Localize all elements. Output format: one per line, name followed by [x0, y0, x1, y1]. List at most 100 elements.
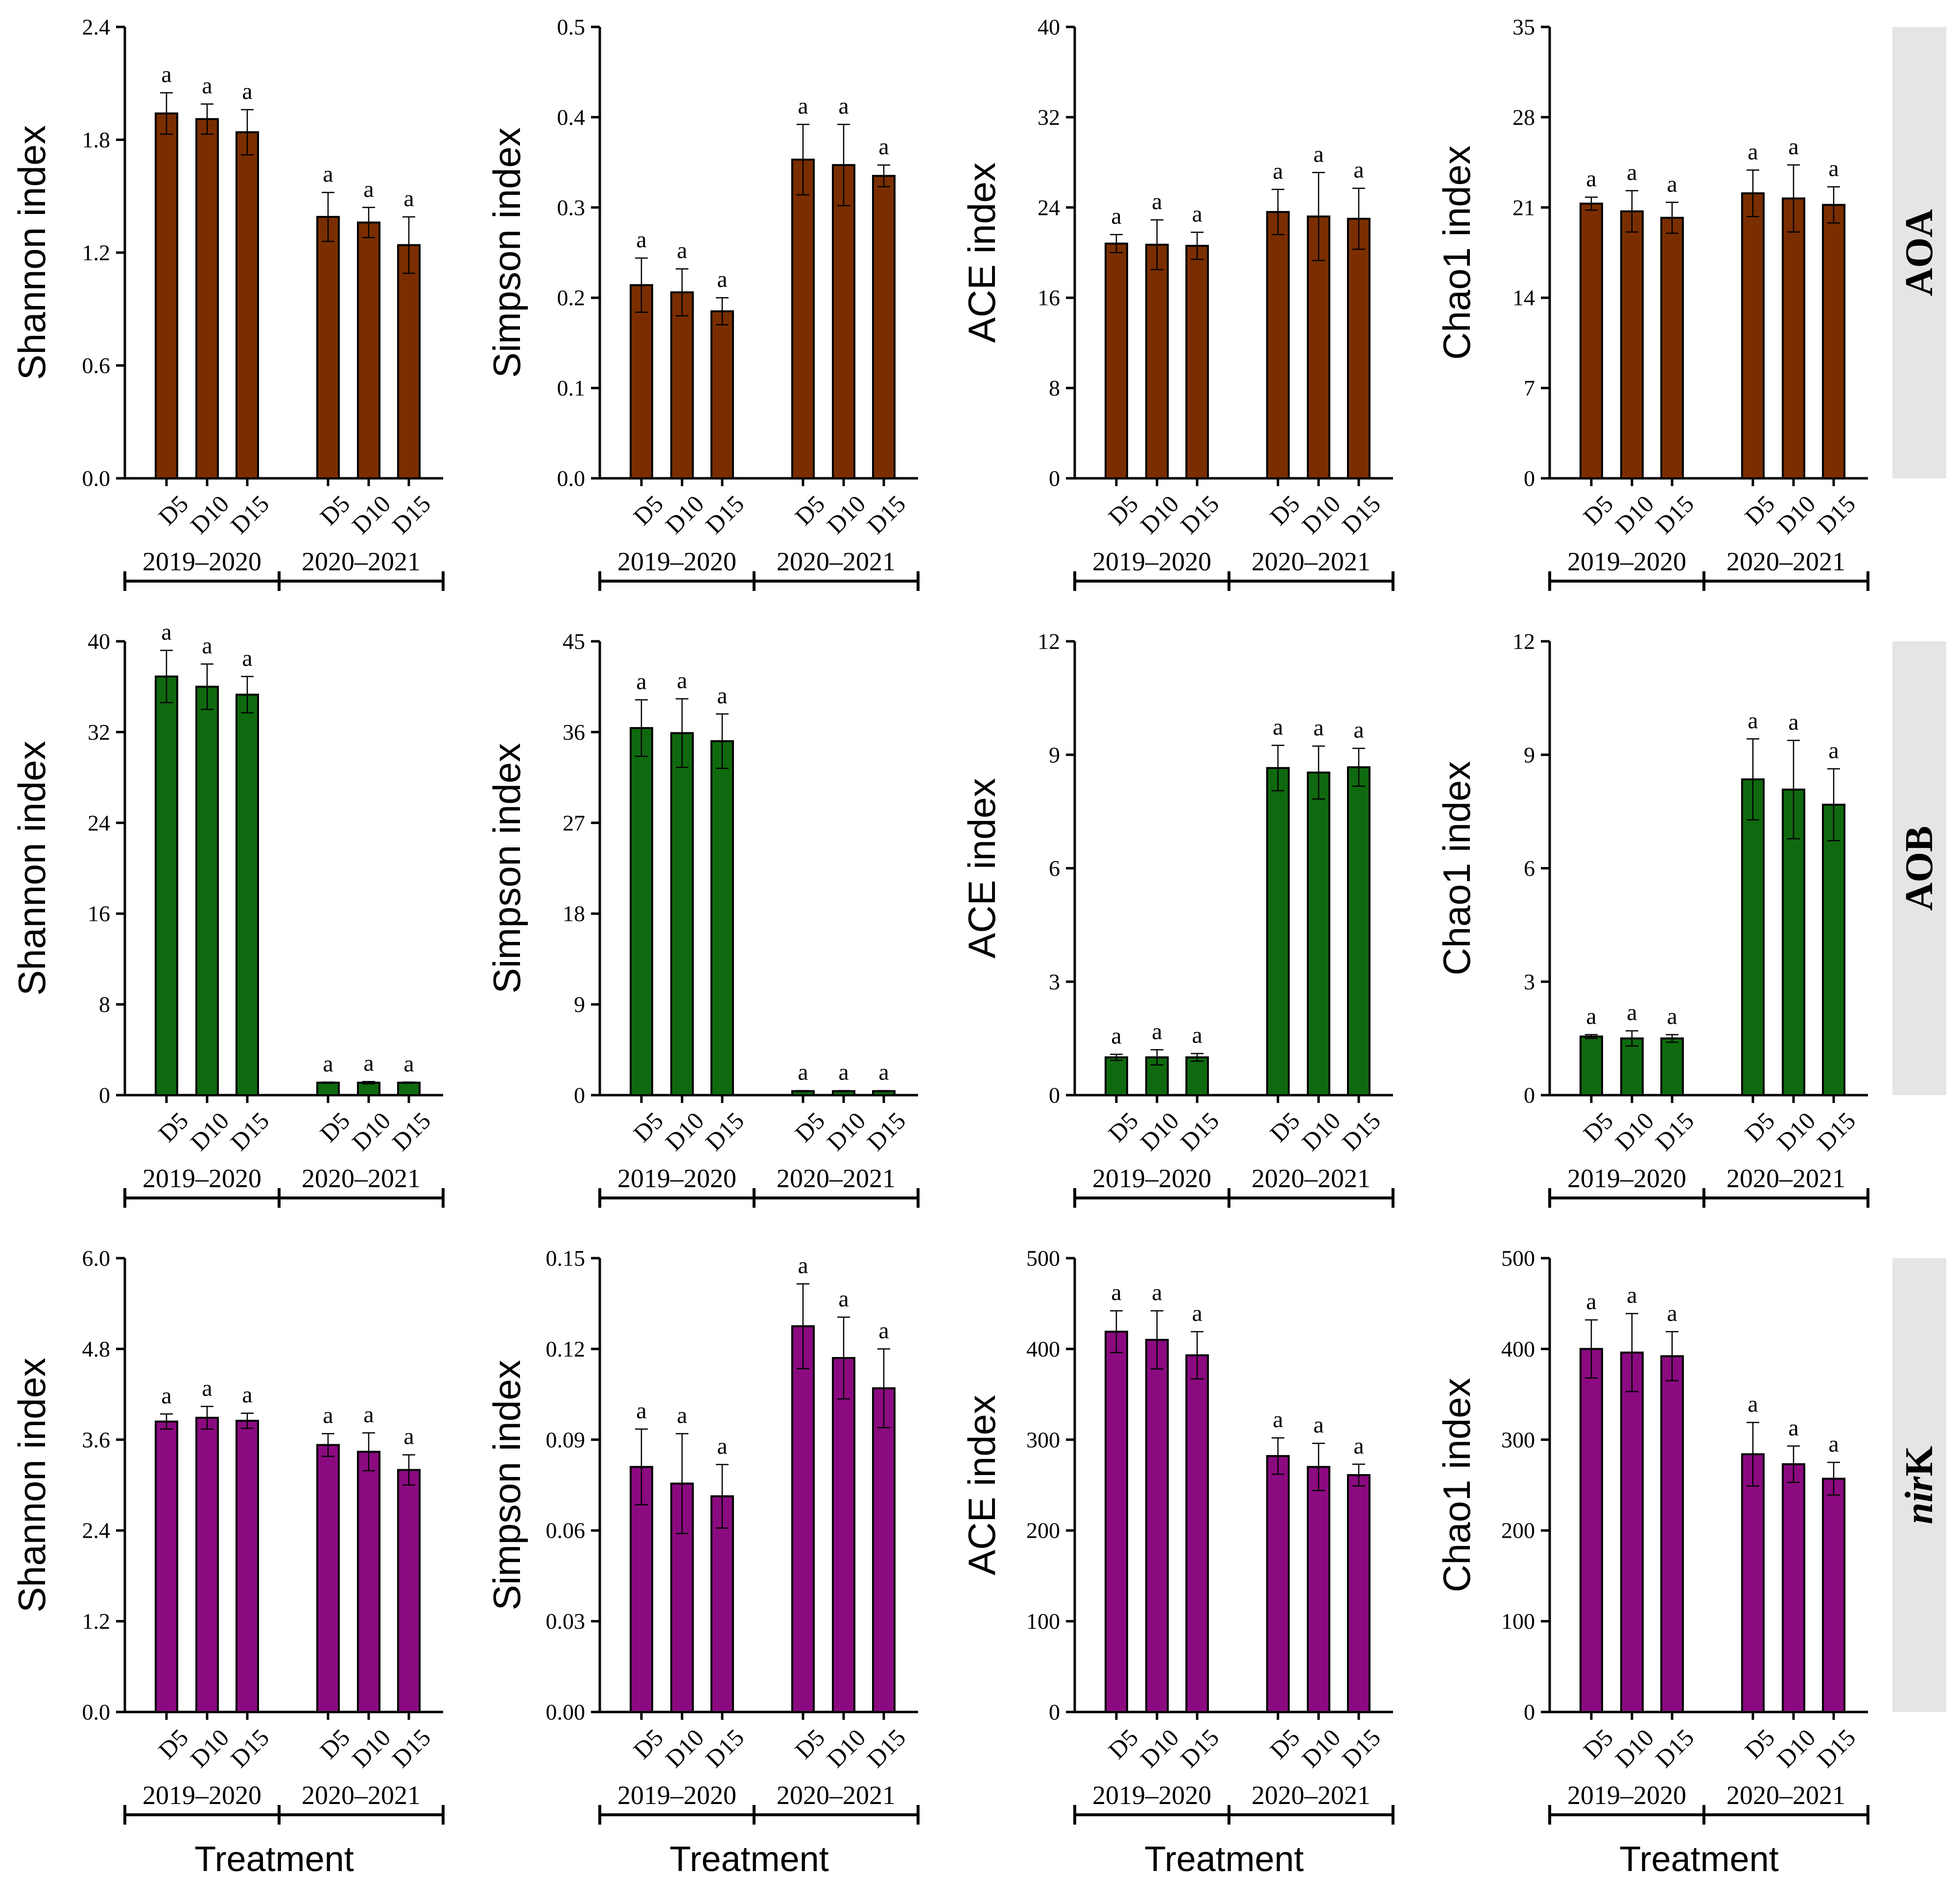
bar [316, 1444, 340, 1713]
row-strip-background [1892, 27, 1946, 478]
category-label: D10 [660, 490, 709, 539]
y-tick-label: 0.4 [557, 105, 586, 130]
group-label: 2020–2021 [1726, 1164, 1845, 1193]
significance-letter: a [242, 78, 252, 104]
significance-letter: a [161, 61, 171, 87]
y-tick-label: 18 [563, 901, 585, 926]
bar [1822, 204, 1845, 479]
significance-letter: a [363, 1050, 374, 1076]
y-tick-label: 16 [1038, 285, 1060, 310]
category-label: D5 [628, 1107, 668, 1148]
y-tick-label: 500 [1501, 1246, 1535, 1271]
group-label: 2020–2021 [302, 1781, 421, 1810]
y-tick-label: 1.2 [82, 240, 111, 265]
y-tick-label: 12 [1038, 629, 1060, 654]
significance-letter: a [363, 1402, 374, 1428]
y-tick-label: 35 [1512, 15, 1535, 40]
category-label: D15 [1175, 1724, 1224, 1773]
y-tick-label: 2.4 [82, 15, 111, 40]
row-label: AOB [1898, 826, 1941, 911]
significance-letter: a [1667, 1003, 1677, 1029]
group-label: 2020–2021 [777, 547, 896, 576]
significance-letter: a [1828, 1431, 1839, 1457]
group-label: 2020–2021 [777, 1781, 896, 1810]
y-tick-label: 0.12 [546, 1336, 586, 1361]
panel-r1-c3: 0 3 6 9 12 Chao1 index a D5 a D10 a D15 a D5 a D10 a D15 2… [1435, 629, 1869, 1208]
bar [1620, 1351, 1644, 1713]
category-label: D15 [700, 1107, 749, 1156]
bar [1347, 766, 1370, 1097]
y-tick-label: 0.0 [557, 466, 586, 491]
bar [1185, 245, 1209, 479]
significance-letter: a [636, 668, 646, 694]
bar [1660, 1355, 1684, 1713]
panel-r0-c2: 0 8 16 24 32 40 ACE index a D5 a D10 a D15 a D5 a D10 a D1… [960, 15, 1394, 591]
y-tick-label: 8 [99, 992, 110, 1017]
significance-letter: a [1273, 1407, 1283, 1432]
category-label: D15 [1812, 1724, 1861, 1773]
group-label: 2019–2020 [617, 1164, 736, 1193]
category-label: D10 [1297, 490, 1346, 539]
significance-letter: a [1313, 141, 1323, 167]
category-label: D10 [1771, 490, 1820, 539]
y-axis-title: ACE index [960, 778, 1003, 959]
category-label: D5 [314, 490, 355, 531]
y-tick-label: 0.0 [82, 1700, 111, 1725]
bar [670, 291, 694, 479]
y-tick-label: 4.8 [82, 1336, 111, 1361]
bar [832, 164, 855, 479]
row-label-italic: nir [1898, 1476, 1941, 1524]
category-label: D10 [1771, 1107, 1820, 1156]
significance-letter: a [1192, 1300, 1202, 1326]
bar [1822, 803, 1845, 1096]
y-axis-title: Simpson index [485, 1360, 528, 1611]
category-label: D5 [1264, 490, 1305, 531]
y-tick-label: 36 [563, 720, 585, 745]
bar [710, 740, 734, 1096]
panel-r1-c2: 0 3 6 9 12 ACE index a D5 a D10 a D15 a D5 a D10 a D15 201… [960, 629, 1394, 1208]
significance-letter: a [717, 266, 727, 292]
panel-r2-c2: 0 100 200 300 400 500 ACE index a D5 a D10 a D15 a D5 a… [960, 1246, 1394, 1879]
bar [1307, 1466, 1330, 1713]
y-tick-label: 7 [1524, 375, 1535, 400]
significance-letter: a [1152, 188, 1162, 214]
y-tick-label: 1.8 [82, 127, 111, 152]
significance-letter: a [878, 1059, 889, 1085]
significance-letter: a [1627, 160, 1637, 186]
bar [1580, 1035, 1603, 1096]
significance-letter: a [798, 93, 808, 119]
y-axis-title: Simpson index [485, 743, 528, 994]
y-tick-label: 0.06 [546, 1518, 586, 1543]
category-label: D15 [1650, 1724, 1699, 1773]
row-label-strip: AOA [1892, 27, 1946, 478]
y-tick-label: 0 [1049, 1700, 1060, 1725]
y-tick-label: 0.6 [82, 353, 111, 378]
category-label: D15 [225, 490, 274, 539]
significance-letter: a [1353, 717, 1364, 743]
bar [397, 1469, 421, 1713]
panel-r0-c0: 0.0 0.6 1.2 1.8 2.4 Shannon index a D5 a D10 a D15 a… [10, 15, 445, 591]
bar [791, 159, 815, 479]
panel-r1-c0: 0 8 16 24 32 40 Shannon index a D5 a D10 a D15 a D5 a D1… [10, 619, 445, 1208]
category-label: D10 [660, 1107, 709, 1156]
group-label: 2020–2021 [302, 547, 421, 576]
category-label: D5 [1264, 1107, 1305, 1148]
y-tick-label: 6 [1049, 856, 1060, 881]
significance-letter: a [878, 1317, 889, 1343]
category-label: D15 [862, 1107, 911, 1156]
group-label: 2019–2020 [1567, 1781, 1686, 1810]
bar [791, 1325, 815, 1713]
bar [357, 1081, 380, 1097]
significance-letter: a [1111, 1280, 1121, 1306]
category-label: D10 [1135, 1724, 1184, 1773]
bar [195, 1416, 219, 1713]
bar [1266, 767, 1290, 1096]
significance-letter: a [1667, 1300, 1677, 1326]
y-tick-label: 0 [99, 1083, 110, 1108]
bar [710, 310, 734, 479]
y-tick-label: 40 [88, 629, 110, 654]
significance-letter: a [838, 93, 849, 119]
y-axis-title: Chao1 index [1435, 761, 1478, 976]
bar [1145, 1338, 1169, 1713]
group-label: 2019–2020 [1092, 547, 1211, 576]
